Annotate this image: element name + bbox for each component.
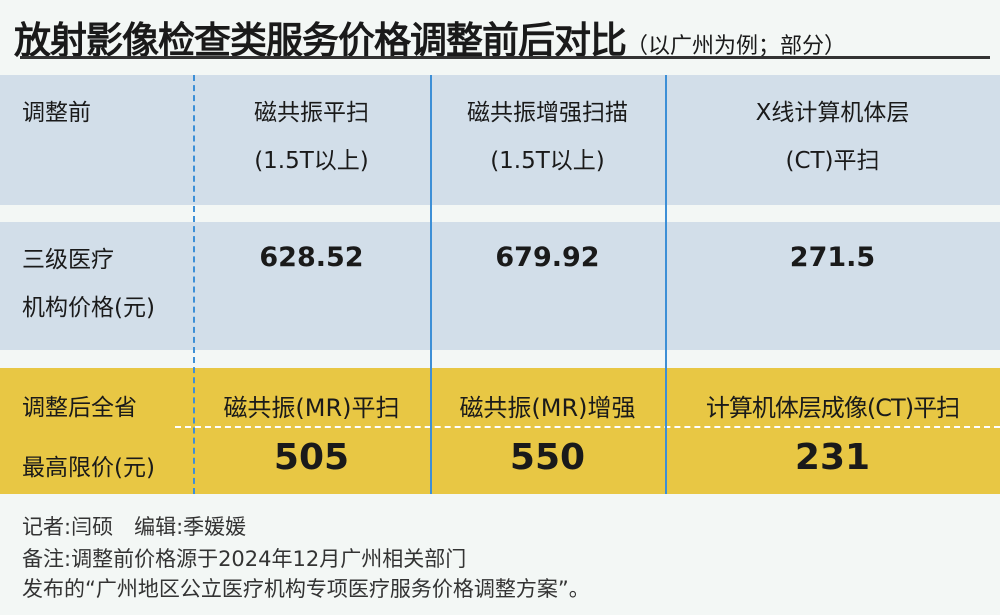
footnote-line2: 发布的“广州地区公立医疗机构专项医疗服务价格调整方案”。 (22, 577, 590, 601)
title-underline (20, 56, 990, 59)
before-item-1: 磁共振平扫 (1.5T以上) (193, 89, 430, 185)
item-spec: (CT)平扫 (785, 148, 880, 174)
before-label: 调整前 (22, 100, 91, 126)
price-label-line2: 机构价格(元) (22, 295, 155, 321)
price-before-3: 271.5 (789, 242, 876, 273)
after-label-line1: 调整后全省 (22, 395, 137, 421)
after-label-line2: 最高限价(元) (22, 455, 155, 481)
after-item-1: 磁共振(MR)平扫 (223, 394, 400, 422)
credits: 记者:闫硕 编辑:季媛媛 (22, 515, 247, 539)
title-sub: （以广州为例；部分） (626, 34, 847, 59)
item-name: 磁共振平扫 (254, 100, 369, 126)
column-divider (430, 75, 432, 494)
column-divider (193, 75, 195, 494)
row-prices-before: 三级医疗机构价格(元) 628.52 679.92 271.5 (0, 222, 1000, 350)
item-spec: (1.5T以上) (254, 148, 369, 174)
after-label: 调整后全省最高限价(元) (22, 384, 155, 492)
item-spec: (1.5T以上) (490, 148, 605, 174)
row-after: 调整后全省最高限价(元) 磁共振(MR)平扫 磁共振(MR)增强 计算机体层成像… (0, 368, 1000, 494)
row-before-items: 调整前 磁共振平扫 (1.5T以上) 磁共振增强扫描 (1.5T以上) X线计算机体… (0, 75, 1000, 205)
price-label: 三级医疗机构价格(元) (22, 236, 155, 332)
column-divider (665, 75, 667, 494)
footnote-line1: 备注:调整前价格源于2024年12月广州相关部门 (22, 547, 467, 571)
title-main: 放射影像检查类服务价格调整前后对比 (14, 19, 627, 62)
price-after-3: 231 (794, 437, 871, 478)
before-item-3: X线计算机体层 (CT)平扫 (665, 89, 1000, 185)
price-before-2: 679.92 (495, 242, 600, 273)
after-item-3: 计算机体层成像(CT)平扫 (705, 394, 960, 422)
price-label-line1: 三级医疗 (22, 247, 114, 273)
item-name: 磁共振增强扫描 (467, 100, 628, 126)
item-name: X线计算机体层 (755, 100, 910, 126)
before-item-2: 磁共振增强扫描 (1.5T以上) (430, 89, 665, 185)
page-title: 放射影像检查类服务价格调整前后对比（以广州为例；部分） (14, 10, 846, 64)
price-after-2: 550 (509, 437, 586, 478)
after-item-2: 磁共振(MR)增强 (459, 394, 636, 422)
price-before-1: 628.52 (259, 242, 364, 273)
row-divider (175, 426, 1000, 428)
price-after-1: 505 (273, 437, 350, 478)
